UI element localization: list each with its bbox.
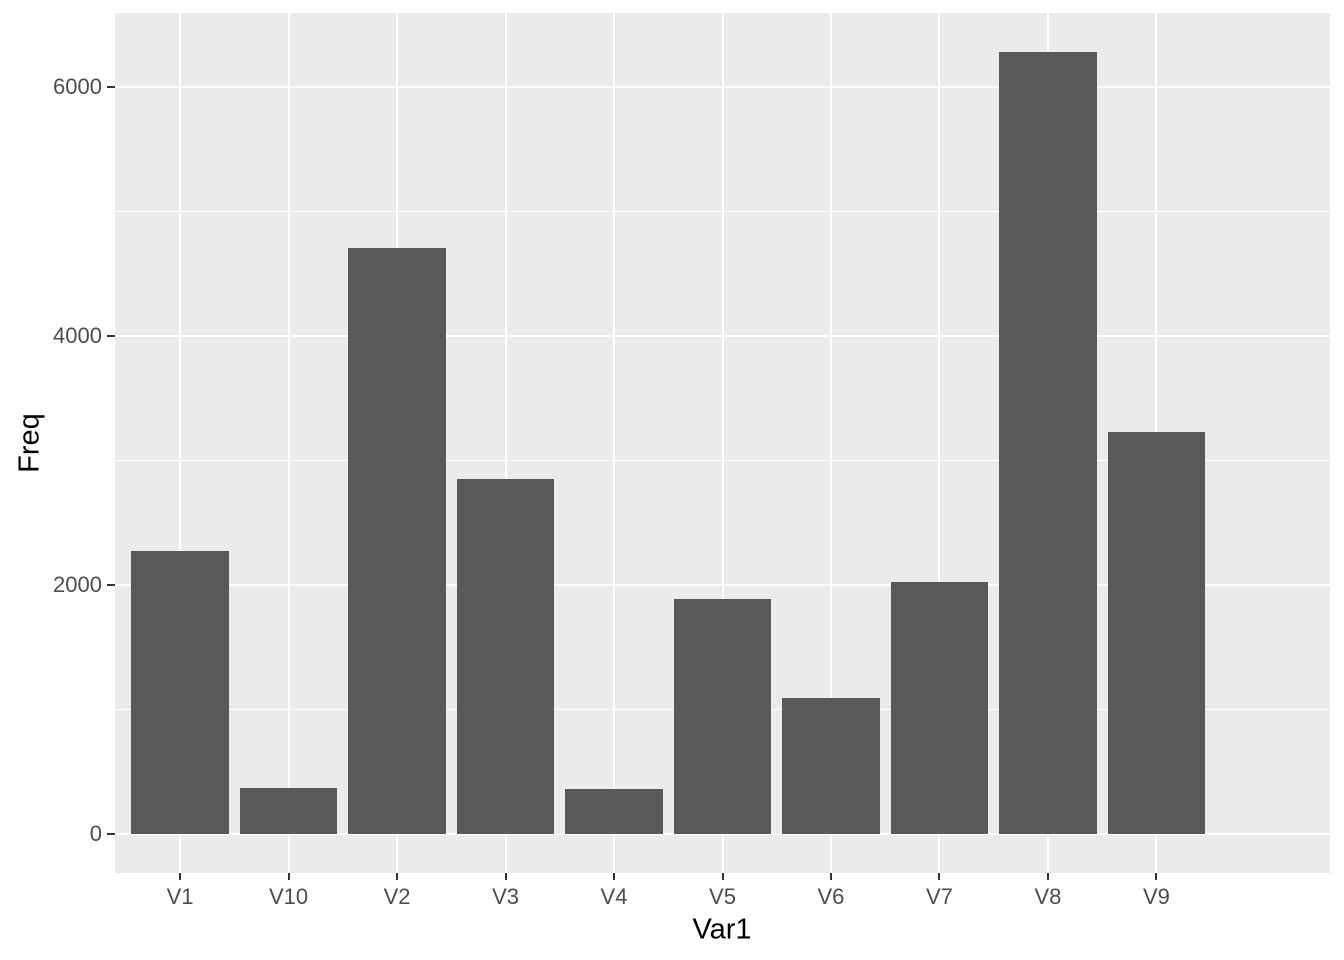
plot-panel xyxy=(115,13,1330,873)
x-tick-mark-V6 xyxy=(829,873,832,880)
major-gridline-x-V5 xyxy=(721,13,724,873)
bar-V7 xyxy=(890,582,989,834)
major-gridline-x-V3 xyxy=(504,13,507,873)
x-tick-mark-V7 xyxy=(938,873,941,880)
major-gridline-x-V10 xyxy=(287,13,290,873)
x-tick-mark-V4 xyxy=(613,873,616,880)
x-tick-mark-V1 xyxy=(179,873,182,880)
x-axis-title: Var1 xyxy=(692,913,752,946)
x-tick-label-V7: V7 xyxy=(925,884,953,909)
x-tick-label-V2: V2 xyxy=(383,884,411,909)
x-tick-label-V5: V5 xyxy=(709,884,736,909)
x-tick-label-V10: V10 xyxy=(268,884,309,909)
x-tick-label-V6: V6 xyxy=(817,884,845,909)
bar-V1 xyxy=(131,550,229,834)
x-tick-mark-V8 xyxy=(1046,873,1049,880)
major-gridline-x-V6 xyxy=(829,13,832,873)
x-tick-label-V3: V3 xyxy=(492,884,519,909)
x-tick-mark-V10 xyxy=(287,873,290,880)
x-tick-label-V1: V1 xyxy=(166,884,194,909)
bar-V5 xyxy=(673,598,772,834)
bar-V6 xyxy=(782,697,880,834)
x-tick-mark-V2 xyxy=(396,873,399,880)
y-axis-title: Freq xyxy=(13,413,46,473)
bar-V9 xyxy=(1107,431,1206,834)
major-gridline-x-V4 xyxy=(613,13,616,873)
x-tick-label-V4: V4 xyxy=(600,884,628,909)
bar-V2 xyxy=(348,248,446,834)
y-tick-label-0: 0 xyxy=(89,820,102,846)
y-tick-mark-2000 xyxy=(107,583,115,586)
major-gridline-x-V7 xyxy=(938,13,941,873)
x-tick-mark-V9 xyxy=(1155,873,1158,880)
x-tick-mark-V5 xyxy=(721,873,724,880)
bar-V10 xyxy=(239,787,338,834)
y-tick-label-2000: 2000 xyxy=(53,571,102,597)
y-tick-label-6000: 6000 xyxy=(53,73,102,99)
x-tick-label-V8: V8 xyxy=(1034,884,1062,909)
bar-V8 xyxy=(999,52,1097,834)
bar-V4 xyxy=(565,789,663,834)
y-tick-mark-4000 xyxy=(107,334,115,337)
y-tick-mark-6000 xyxy=(107,85,115,88)
major-gridline-x-V1 xyxy=(179,13,182,873)
y-tick-label-4000: 4000 xyxy=(53,322,102,348)
y-tick-mark-0 xyxy=(107,832,115,835)
bar-V3 xyxy=(456,478,555,834)
x-tick-mark-V3 xyxy=(504,873,507,880)
x-tick-label-V9: V9 xyxy=(1142,884,1170,909)
